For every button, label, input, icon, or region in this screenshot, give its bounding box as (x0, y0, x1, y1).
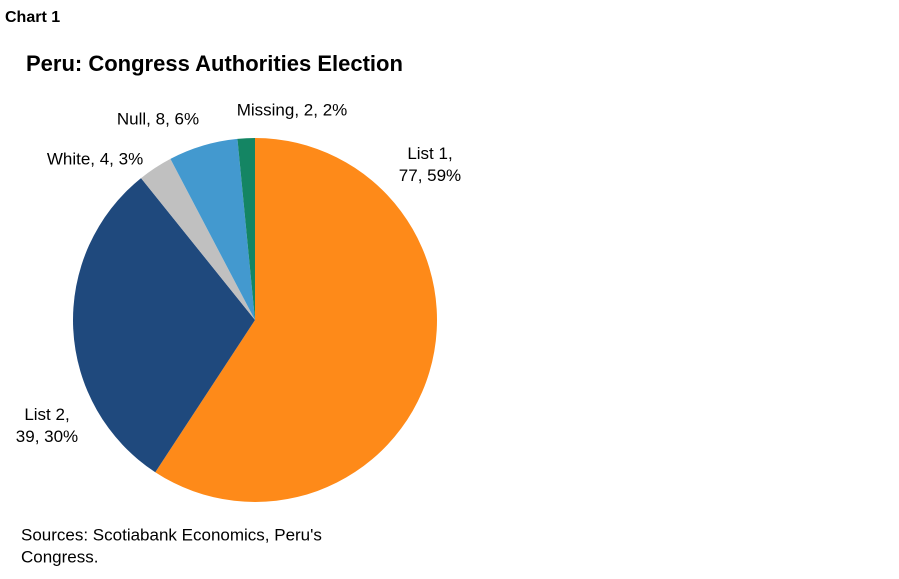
data-label: Missing, 2, 2% (237, 100, 348, 119)
data-label: List 1, 77, 59% (399, 144, 461, 185)
pie (73, 138, 437, 503)
chart-title: Peru: Congress Authorities Election (26, 51, 403, 76)
pie-slice (141, 158, 255, 320)
pie-slice (237, 138, 255, 320)
chart-label: Chart 1 (5, 9, 60, 26)
data-label: Null, 8, 6% (117, 109, 199, 128)
labels: List 1, 77, 59% List 2, 39, 30% White, 4, 3%… (16, 100, 461, 446)
pie-slice (170, 138, 255, 320)
pie-slice (73, 178, 255, 473)
source: Congress. (21, 547, 98, 566)
data-label: List 2, 39, 30% (16, 405, 78, 446)
pie-slice (155, 138, 437, 503)
data-label: White, 4, 3% (47, 149, 143, 168)
source: Sources: Scotiabank Economics, Peru's (21, 525, 322, 544)
